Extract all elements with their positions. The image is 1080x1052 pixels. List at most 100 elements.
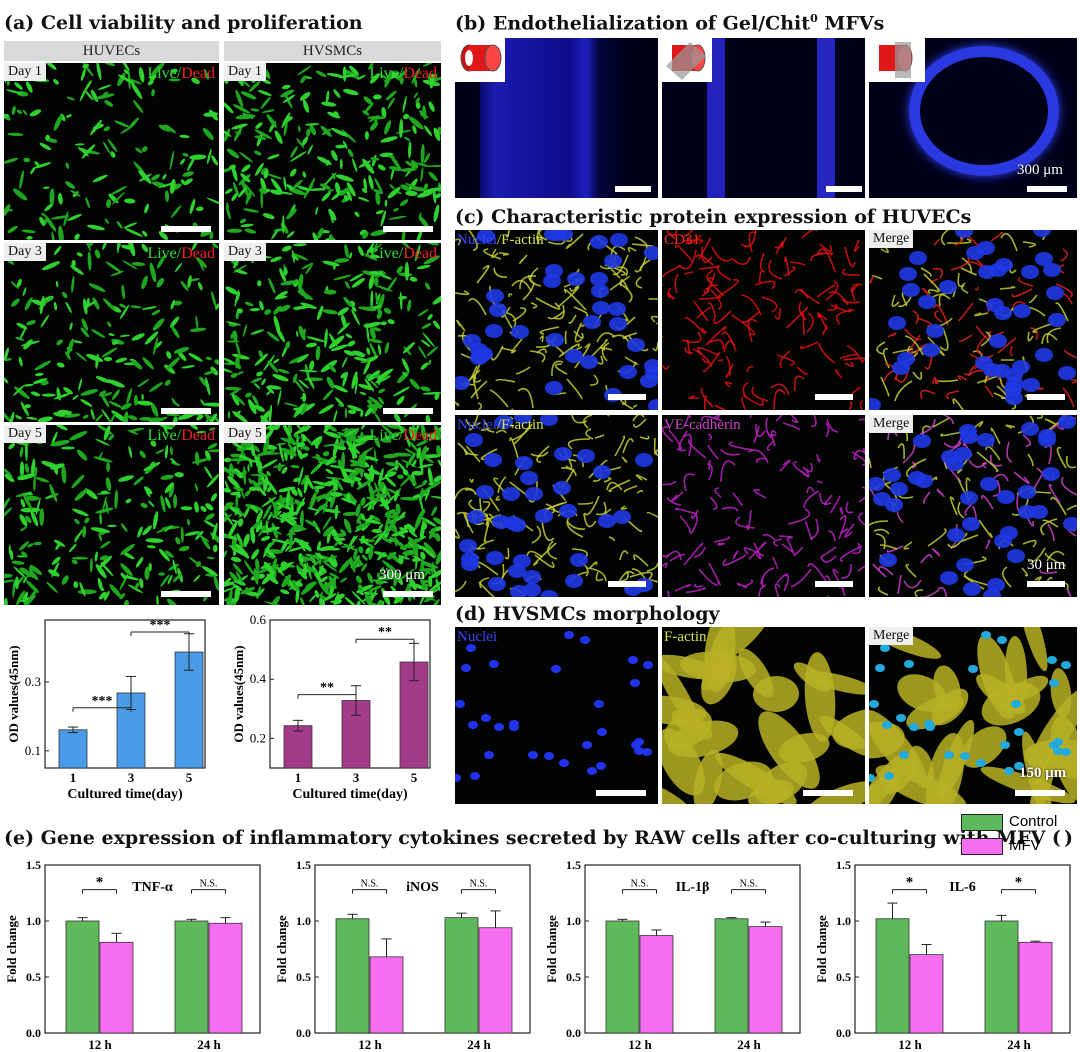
col-header-hvsmcs: HVSMCs	[224, 41, 441, 61]
nucleus	[592, 301, 610, 315]
fiber	[740, 230, 757, 248]
cell	[229, 458, 247, 462]
cell	[416, 264, 431, 270]
cell	[405, 190, 418, 197]
cell	[105, 261, 122, 273]
fiber	[916, 317, 933, 327]
cell	[418, 494, 424, 512]
cell	[434, 425, 441, 440]
cell	[1018, 627, 1048, 672]
cell	[258, 350, 263, 358]
fiber	[779, 350, 791, 369]
cell	[164, 550, 174, 558]
cell	[269, 512, 275, 518]
fiber	[960, 534, 979, 542]
slash-label: /	[176, 427, 182, 444]
cell	[396, 574, 404, 585]
cell	[170, 458, 177, 465]
fiber	[787, 508, 810, 525]
cell	[172, 300, 183, 306]
nucleus	[978, 265, 996, 279]
cell	[81, 318, 89, 331]
cell	[193, 575, 201, 582]
fiber	[949, 496, 958, 516]
nucleus	[1000, 741, 1010, 749]
cell	[315, 453, 321, 461]
fiber	[802, 312, 805, 336]
cell	[362, 499, 376, 509]
cell	[224, 102, 234, 114]
fiber	[653, 437, 657, 455]
cell	[264, 69, 271, 79]
cell	[231, 393, 240, 406]
cell	[98, 390, 107, 397]
cell	[238, 442, 244, 451]
cell	[1004, 636, 1028, 710]
fiber	[716, 542, 726, 546]
fiber	[557, 286, 580, 308]
cell	[204, 370, 216, 375]
cell	[238, 512, 246, 518]
cell	[289, 168, 297, 177]
fiber	[935, 379, 939, 385]
cell	[256, 132, 263, 147]
cell	[225, 470, 238, 475]
cell	[34, 162, 52, 169]
cell	[241, 79, 251, 88]
cell	[353, 556, 363, 566]
cell	[24, 441, 28, 461]
fiber	[495, 495, 501, 501]
cell	[12, 188, 28, 201]
cell	[370, 380, 379, 389]
cell	[232, 411, 248, 422]
cell	[4, 113, 10, 119]
fiber	[779, 459, 791, 472]
cell	[206, 148, 212, 165]
cell	[4, 204, 11, 218]
nucleus	[642, 748, 652, 756]
cell	[23, 576, 27, 584]
fiber	[489, 389, 509, 408]
fiber	[530, 302, 538, 309]
fiber	[772, 556, 778, 570]
cell	[187, 275, 192, 288]
cell	[95, 376, 111, 384]
fiber	[829, 495, 841, 513]
nucleus	[619, 365, 637, 379]
scale-bar	[161, 591, 211, 597]
cell	[421, 339, 431, 347]
fiber	[590, 338, 608, 358]
cell	[300, 302, 317, 309]
fiber	[810, 252, 824, 262]
cell	[304, 519, 319, 528]
cell	[323, 443, 340, 447]
cell	[418, 212, 422, 219]
live-label: Live	[369, 65, 399, 82]
cell	[377, 164, 386, 171]
cell	[381, 106, 387, 119]
y-axis-label: Fold change	[814, 915, 829, 983]
fiber	[627, 246, 637, 253]
cell	[131, 333, 145, 341]
fiber	[850, 283, 859, 293]
cell	[344, 408, 348, 419]
cell	[51, 215, 70, 220]
cell	[231, 192, 239, 202]
cell	[196, 561, 201, 568]
fiber	[683, 433, 692, 457]
cell	[309, 593, 317, 603]
cell	[71, 259, 76, 268]
legend-label-mfv: MFV	[1009, 837, 1041, 854]
cell	[404, 262, 410, 281]
fiber	[731, 314, 756, 336]
cell	[31, 299, 46, 306]
cell	[366, 325, 370, 343]
nucleus	[455, 774, 461, 782]
cell	[253, 445, 260, 452]
cell	[149, 262, 157, 283]
cell	[256, 450, 275, 457]
y-tick-label: 1.0	[26, 914, 41, 928]
fiber	[825, 422, 830, 438]
fiber	[846, 345, 864, 364]
cell	[305, 263, 314, 275]
